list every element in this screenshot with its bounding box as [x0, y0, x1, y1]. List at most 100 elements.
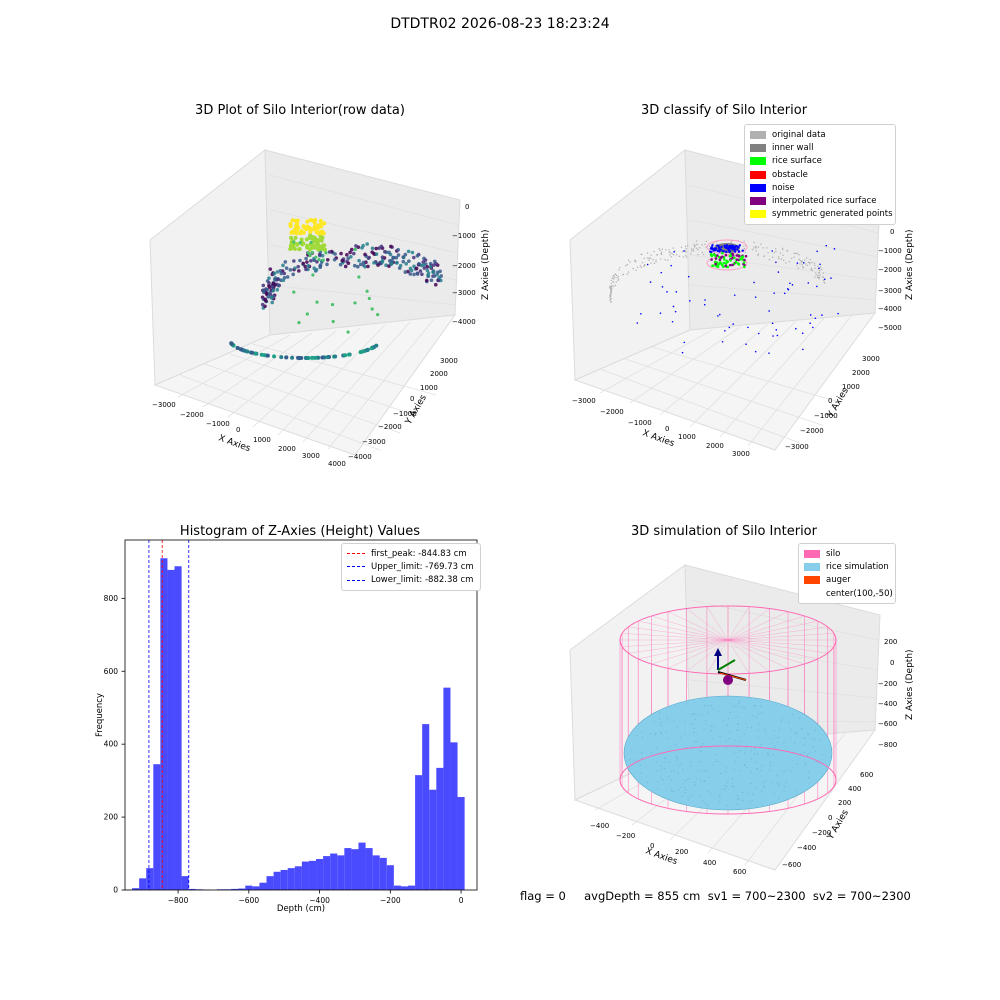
legend-label: interpolated rice surface	[772, 196, 877, 207]
legend-line-swatch	[347, 579, 365, 581]
svg-text:400: 400	[703, 859, 716, 867]
legend-label: inner wall	[772, 142, 814, 153]
svg-text:−200: −200	[812, 829, 831, 837]
svg-text:−2000: −2000	[378, 423, 402, 431]
svg-text:−3000: −3000	[785, 443, 809, 451]
histogram-chart[interactable]: −800 −600 −400 −200 0 0 200 400 600 800 Depth (c…	[80, 530, 500, 920]
svg-text:−2000: −2000	[180, 411, 204, 419]
histogram-bar	[266, 876, 274, 890]
histogram-bar	[139, 878, 147, 890]
legend-entry: interpolated rice surface	[750, 194, 890, 207]
legend-entry: original data	[750, 128, 890, 141]
svg-text:−3000: −3000	[572, 397, 596, 405]
svg-text:1000: 1000	[253, 436, 271, 444]
svg-text:−2000: −2000	[600, 408, 624, 416]
legend-entry: auger	[804, 574, 890, 587]
classify-3d-plot[interactable]: −3000 −2000 −1000 0 1000 2000 3000 −3000…	[560, 135, 930, 475]
svg-text:−2000: −2000	[878, 266, 902, 274]
histogram-bar	[181, 876, 189, 890]
svg-text:−1000: −1000	[628, 419, 652, 427]
svg-text:−3000: −3000	[452, 289, 476, 297]
svg-text:−1000: −1000	[452, 232, 476, 240]
histogram-bar	[422, 724, 430, 890]
x-tick-label: 0	[459, 896, 464, 905]
svg-text:0: 0	[890, 228, 894, 236]
histogram-bar	[457, 797, 465, 890]
legend-label: silo	[826, 548, 841, 559]
histogram-bar	[316, 859, 324, 890]
raw-point-cloud	[229, 218, 444, 360]
simulation-3d-plot[interactable]: −400 −200 0 200 400 600 −600 −400 −200 0…	[560, 560, 930, 880]
svg-text:1000: 1000	[678, 433, 696, 441]
svg-text:400: 400	[848, 785, 861, 793]
legend-entry: inner wall	[750, 141, 890, 154]
raw-3d-plot[interactable]: −3000 −2000 −1000 0 1000 2000 3000 4000 …	[140, 135, 500, 480]
histogram-bar	[188, 888, 196, 890]
legend-label: Lower_limit: -882.38 cm	[371, 575, 474, 586]
svg-text:−4000: −4000	[348, 453, 372, 461]
svg-text:−1000: −1000	[393, 410, 417, 418]
histogram-bar	[443, 687, 451, 890]
svg-text:−4000: −4000	[878, 305, 902, 313]
legend-swatch	[750, 143, 766, 152]
histogram-bar	[167, 569, 175, 890]
simulation-z-axis-label: Z Axies (Depth)	[905, 649, 915, 720]
classify-plot-title: 3D classify of Silo Interior	[640, 103, 808, 118]
classify-axes-ticks: −3000 −2000 −1000 0 1000 2000 3000 −3000…	[572, 228, 902, 458]
histogram-bar	[273, 871, 281, 890]
histogram-bar	[365, 848, 373, 890]
svg-text:0: 0	[828, 397, 832, 405]
histogram-bar	[323, 856, 331, 890]
svg-text:−2000: −2000	[800, 427, 824, 435]
svg-text:−600: −600	[878, 720, 897, 728]
histogram-bar	[408, 885, 416, 890]
svg-text:3000: 3000	[862, 355, 880, 363]
svg-text:2000: 2000	[278, 445, 296, 453]
legend-swatch	[750, 197, 766, 206]
legend-swatch	[750, 183, 766, 192]
histogram-bar	[358, 842, 366, 890]
legend-label: Upper_limit: -769.73 cm	[371, 561, 474, 572]
simulation-silo-model	[619, 605, 837, 815]
histogram-frame	[124, 539, 478, 891]
svg-text:600: 600	[733, 868, 746, 876]
legend-label: center(100,-50)	[826, 588, 893, 599]
svg-text:−600: −600	[782, 861, 801, 869]
svg-text:−2000: −2000	[452, 262, 476, 270]
histogram-bar	[294, 866, 302, 890]
simulation-x-axis-label: X Axies	[644, 846, 679, 867]
svg-text:−5000: −5000	[878, 324, 902, 332]
histogram-bar	[351, 849, 359, 890]
svg-text:3000: 3000	[732, 450, 750, 458]
histogram-y-axis-label: Frequency	[95, 693, 105, 737]
legend-entry: rice simulation	[804, 560, 890, 573]
svg-text:−200: −200	[878, 680, 897, 688]
svg-text:−4000: −4000	[452, 318, 476, 326]
x-tick-label: −200	[380, 896, 401, 905]
histogram-bar	[153, 764, 161, 890]
svg-text:4000: 4000	[328, 460, 346, 468]
histogram-x-ticks: −800 −600 −400 −200 0	[168, 890, 464, 905]
legend-label: noise	[772, 182, 795, 193]
histogram-bar	[308, 860, 317, 890]
histogram-bar	[429, 789, 437, 890]
histogram-bar	[146, 868, 154, 890]
svg-text:−3000: −3000	[878, 287, 902, 295]
histogram-y-ticks: 0 200 400 600 800	[104, 594, 125, 895]
histogram-bar	[372, 855, 380, 890]
legend-label: rice simulation	[826, 561, 889, 572]
histogram-bar	[415, 775, 423, 890]
legend-swatch	[804, 549, 820, 558]
legend-label: rice surface	[772, 156, 822, 167]
svg-text:3000: 3000	[440, 357, 458, 365]
y-tick-label: 0	[113, 886, 118, 895]
svg-text:−1000: −1000	[814, 412, 838, 420]
classify-legend: original data inner wall rice surface obsta…	[744, 124, 896, 226]
legend-swatch	[804, 590, 820, 598]
svg-text:−400: −400	[590, 822, 609, 830]
histogram-legend: first_peak: -844.83 cm Upper_limit: -769.…	[341, 543, 481, 591]
histogram-bar	[132, 888, 140, 890]
svg-text:0: 0	[650, 842, 654, 850]
svg-text:0: 0	[890, 659, 894, 667]
histogram-bar	[344, 848, 352, 890]
